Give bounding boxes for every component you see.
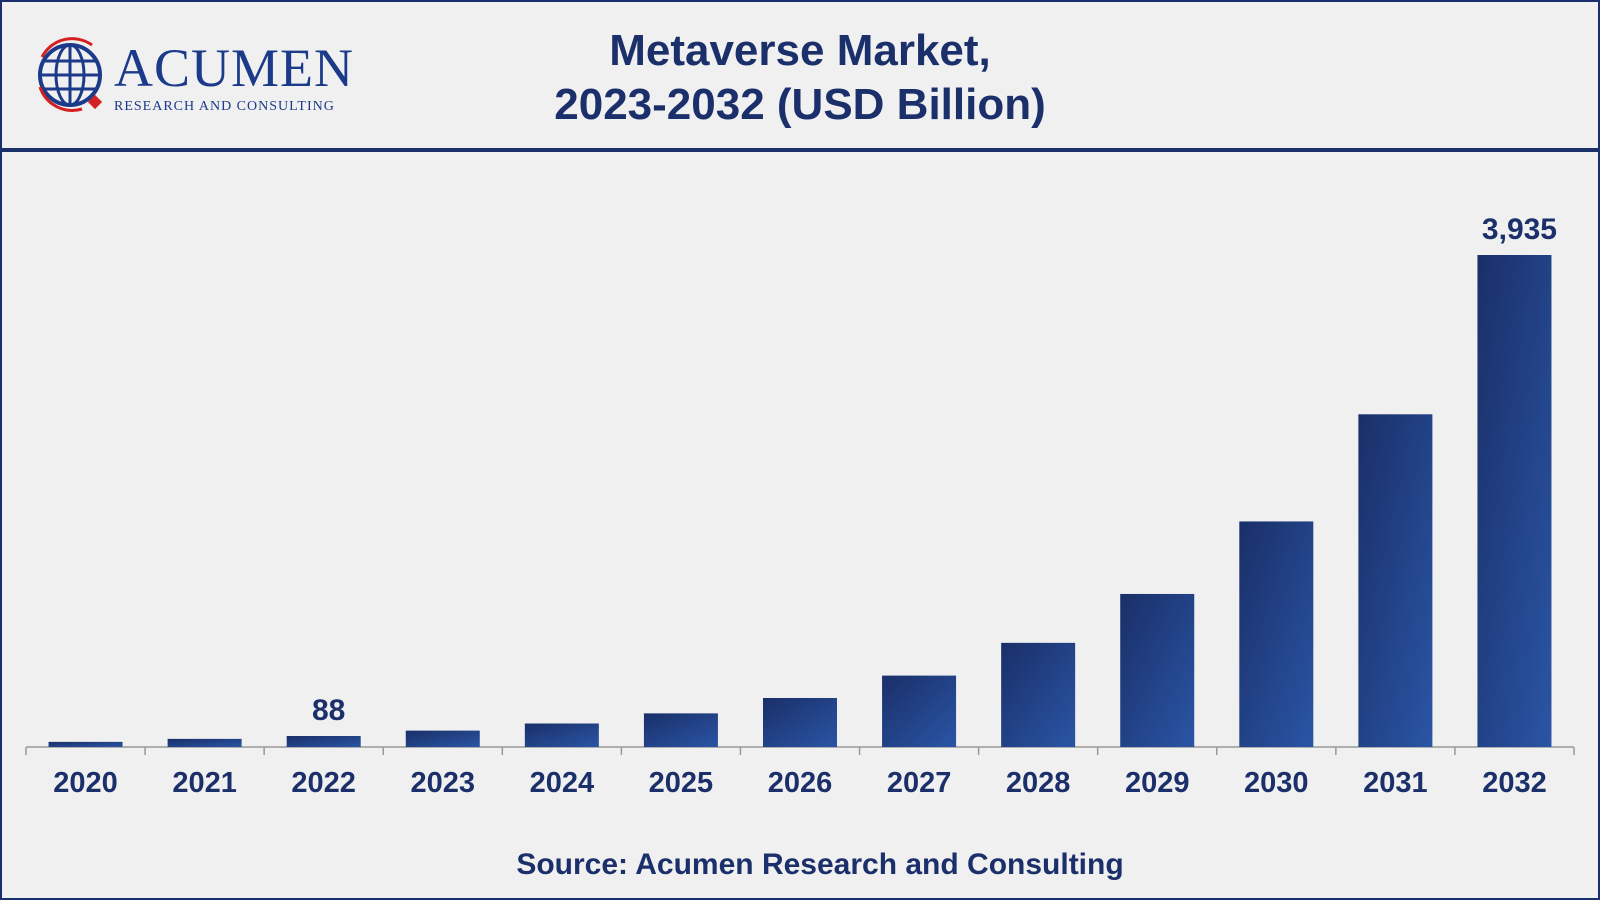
source-note: Source: Acumen Research and Consulting <box>516 848 1124 881</box>
bar-2030 <box>1239 521 1314 747</box>
x-tick-label: 2030 <box>1244 767 1309 799</box>
x-tick-label: 2028 <box>1006 767 1071 799</box>
data-label-2022: 88 <box>312 694 345 727</box>
bar-2023 <box>405 730 480 747</box>
x-tick-label: 2026 <box>768 767 833 799</box>
chart-title-line-2: 2023-2032 (USD Billion) <box>554 80 1046 129</box>
x-tick-label: 2022 <box>291 767 356 799</box>
bar-2032 <box>1477 255 1552 747</box>
logo-wordmark: Acumen <box>114 38 355 98</box>
data-label-2032: 3,935 <box>1482 213 1557 246</box>
logo-subtitle: Research and Consulting <box>114 99 335 114</box>
x-tick-label: 2027 <box>887 767 952 799</box>
x-tick-label: 2029 <box>1125 767 1190 799</box>
x-tick-label: 2023 <box>411 767 476 799</box>
x-tick-label: 2031 <box>1363 767 1428 799</box>
x-tick-label: 2032 <box>1482 767 1547 799</box>
bar-2021 <box>167 738 242 747</box>
bar-2026 <box>763 697 837 747</box>
x-tick-label: 2020 <box>53 767 118 799</box>
x-tick-label: 2025 <box>649 767 714 799</box>
chart-title-line-1: Metaverse Market, <box>609 26 991 75</box>
globe-icon <box>38 37 103 112</box>
bar-2029 <box>1120 593 1195 747</box>
bar-2024 <box>524 723 599 747</box>
bar-2020 <box>48 741 123 747</box>
bar-2028 <box>1001 642 1076 747</box>
header: Acumen Research and Consulting Metaverse… <box>2 2 1598 152</box>
acumen-logo: Acumen Research and Consulting <box>32 37 362 122</box>
bar-2031 <box>1358 414 1433 747</box>
bar-2025 <box>643 713 718 747</box>
chart-title: Metaverse Market, 2023-2032 (USD Billion… <box>2 24 1598 132</box>
x-tick-label: 2021 <box>172 767 237 799</box>
bar-2022 <box>286 735 361 747</box>
bar-2027 <box>882 675 957 747</box>
x-tick-label: 2024 <box>530 767 595 799</box>
